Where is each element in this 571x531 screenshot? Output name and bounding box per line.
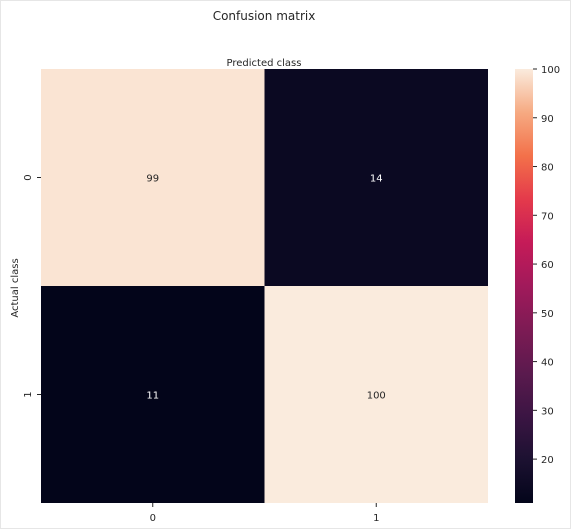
cell-value-label: 99 xyxy=(146,174,159,185)
colorbar-gradient xyxy=(515,69,533,503)
y-tick-label: 1 xyxy=(23,391,34,397)
axis-ticks: 0 1 0 1 xyxy=(23,174,379,524)
cell-value-label: 100 xyxy=(367,391,386,402)
colorbar: 20 30 40 50 60 70 80 90 100 xyxy=(515,65,560,503)
y-axis-label: Actual class xyxy=(10,258,21,317)
colorbar-tick-label: 80 xyxy=(541,163,554,174)
colorbar-tick-label: 40 xyxy=(541,358,554,369)
colorbar-tick-label: 70 xyxy=(541,211,554,222)
colorbar-tick-label: 60 xyxy=(541,260,554,271)
colorbar-tick-label: 50 xyxy=(541,309,554,320)
colorbar-tick-label: 90 xyxy=(541,114,554,125)
heatmap-cell-r0-c0 xyxy=(41,69,265,286)
x-tick-label: 0 xyxy=(150,513,156,524)
colorbar-tick-label: 100 xyxy=(541,65,560,76)
heatmap-cell-r1-c0 xyxy=(41,286,265,503)
x-tick-label: 1 xyxy=(373,513,379,524)
chart-title: Confusion matrix xyxy=(213,9,316,23)
cell-value-label: 11 xyxy=(146,391,159,402)
heatmap-cell-r0-c1 xyxy=(264,69,488,286)
y-tick-label: 0 xyxy=(23,174,34,180)
heatmap-cell-r1-c1 xyxy=(264,286,488,503)
heatmap-cells: 99 14 11 100 xyxy=(41,69,488,503)
colorbar-tick-label: 20 xyxy=(541,455,554,466)
x-axis-label: Predicted class xyxy=(227,58,302,69)
cell-value-label: 14 xyxy=(370,174,383,185)
colorbar-tick-label: 30 xyxy=(541,406,554,417)
